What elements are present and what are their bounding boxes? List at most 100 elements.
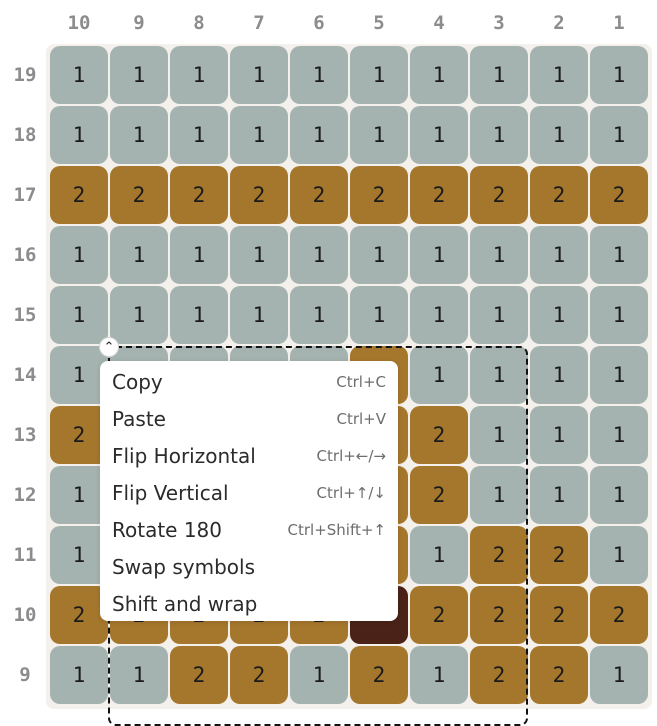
grid-cell[interactable]: 2 bbox=[170, 166, 228, 224]
grid-cell[interactable]: 2 bbox=[530, 526, 588, 584]
grid-cell[interactable]: 2 bbox=[410, 406, 468, 464]
grid-cell[interactable]: 1 bbox=[410, 646, 468, 704]
grid-cell[interactable]: 2 bbox=[530, 586, 588, 644]
grid-cell[interactable]: 1 bbox=[110, 106, 168, 164]
grid-cell[interactable]: 2 bbox=[410, 466, 468, 524]
row-label: 11 bbox=[13, 544, 37, 566]
grid-cell[interactable]: 1 bbox=[110, 646, 168, 704]
grid-cell[interactable]: 2 bbox=[230, 646, 288, 704]
grid-cell[interactable]: 1 bbox=[590, 646, 648, 704]
menu-item-copy[interactable]: Copy Ctrl+C bbox=[100, 363, 398, 400]
grid-cell[interactable]: 1 bbox=[470, 406, 528, 464]
grid-cell[interactable]: 1 bbox=[110, 226, 168, 284]
grid-cell[interactable]: 1 bbox=[290, 226, 348, 284]
menu-item-swap-symbols[interactable]: Swap symbols bbox=[100, 548, 398, 585]
grid-cell[interactable]: 1 bbox=[470, 466, 528, 524]
grid-cell[interactable]: 1 bbox=[230, 226, 288, 284]
menu-item-label: Shift and wrap bbox=[112, 591, 258, 616]
menu-item-flip-vertical[interactable]: Flip Vertical Ctrl+↑/↓ bbox=[100, 474, 398, 511]
grid-cell[interactable]: 1 bbox=[530, 346, 588, 404]
grid-cell[interactable]: 1 bbox=[170, 106, 228, 164]
grid-cell[interactable]: 1 bbox=[410, 346, 468, 404]
grid-cell[interactable]: 1 bbox=[530, 286, 588, 344]
grid-cell[interactable]: 1 bbox=[590, 346, 648, 404]
grid-cell[interactable]: 1 bbox=[470, 346, 528, 404]
menu-item-rotate-180[interactable]: Rotate 180 Ctrl+Shift+↑ bbox=[100, 511, 398, 548]
grid-cell[interactable]: 1 bbox=[530, 226, 588, 284]
row-label: 15 bbox=[13, 304, 37, 326]
grid-cell[interactable]: 1 bbox=[50, 106, 108, 164]
menu-item-shortcut: Ctrl+←/→ bbox=[316, 446, 386, 465]
grid-cell[interactable]: 1 bbox=[590, 466, 648, 524]
grid-cell[interactable]: 2 bbox=[470, 586, 528, 644]
grid-cell[interactable]: 1 bbox=[110, 46, 168, 104]
column-label: 1 bbox=[613, 12, 625, 34]
grid-cell[interactable]: 1 bbox=[590, 46, 648, 104]
grid-cell[interactable]: 1 bbox=[110, 286, 168, 344]
grid-cell[interactable]: 2 bbox=[470, 166, 528, 224]
grid-cell[interactable]: 1 bbox=[410, 106, 468, 164]
grid-cell[interactable]: 1 bbox=[530, 466, 588, 524]
grid-cell[interactable]: 2 bbox=[50, 406, 108, 464]
grid-cell[interactable]: 1 bbox=[50, 226, 108, 284]
grid-cell[interactable]: 2 bbox=[530, 646, 588, 704]
grid-cell[interactable]: 1 bbox=[590, 406, 648, 464]
grid-cell[interactable]: 1 bbox=[170, 286, 228, 344]
grid-cell[interactable]: 1 bbox=[170, 46, 228, 104]
grid-cell[interactable]: 1 bbox=[290, 646, 348, 704]
grid-cell[interactable]: 1 bbox=[350, 106, 408, 164]
grid-cell[interactable]: 1 bbox=[230, 286, 288, 344]
grid-cell[interactable]: 1 bbox=[50, 46, 108, 104]
grid-cell[interactable]: 2 bbox=[410, 586, 468, 644]
grid-cell[interactable]: 1 bbox=[530, 406, 588, 464]
grid-cell[interactable]: 1 bbox=[590, 226, 648, 284]
grid-cell[interactable]: 1 bbox=[590, 286, 648, 344]
grid-cell[interactable]: 2 bbox=[590, 166, 648, 224]
grid-cell[interactable]: 1 bbox=[50, 466, 108, 524]
grid-cell[interactable]: 2 bbox=[530, 166, 588, 224]
grid-cell[interactable]: 2 bbox=[230, 166, 288, 224]
grid-cell[interactable]: 1 bbox=[590, 106, 648, 164]
grid-cell[interactable]: 1 bbox=[290, 286, 348, 344]
grid-cell[interactable]: 1 bbox=[350, 286, 408, 344]
grid-cell[interactable]: 1 bbox=[590, 526, 648, 584]
grid-cell[interactable]: 2 bbox=[410, 166, 468, 224]
grid-cell[interactable]: 1 bbox=[410, 226, 468, 284]
grid-cell[interactable]: 1 bbox=[230, 106, 288, 164]
grid-cell[interactable]: 2 bbox=[50, 166, 108, 224]
grid-cell[interactable]: 1 bbox=[50, 646, 108, 704]
grid-cell[interactable]: 1 bbox=[230, 46, 288, 104]
menu-item-flip-horizontal[interactable]: Flip Horizontal Ctrl+←/→ bbox=[100, 437, 398, 474]
grid-cell[interactable]: 2 bbox=[110, 166, 168, 224]
grid-cell[interactable]: 1 bbox=[410, 46, 468, 104]
grid-cell[interactable]: 1 bbox=[470, 106, 528, 164]
grid-cell[interactable]: 1 bbox=[530, 46, 588, 104]
grid-cell[interactable]: 1 bbox=[470, 286, 528, 344]
grid-cell[interactable]: 1 bbox=[410, 286, 468, 344]
grid-cell[interactable]: 2 bbox=[350, 166, 408, 224]
grid-cell[interactable]: 2 bbox=[350, 646, 408, 704]
grid-cell[interactable]: 1 bbox=[50, 346, 108, 404]
grid-cell[interactable]: 1 bbox=[350, 226, 408, 284]
grid-cell[interactable]: 2 bbox=[290, 166, 348, 224]
grid-cell[interactable]: 2 bbox=[50, 586, 108, 644]
grid-cell[interactable]: 1 bbox=[410, 526, 468, 584]
grid-cell[interactable]: 1 bbox=[50, 526, 108, 584]
selection-handle[interactable]: ⌃ bbox=[99, 337, 119, 357]
grid-cell[interactable]: 1 bbox=[470, 226, 528, 284]
grid-cell[interactable]: 1 bbox=[470, 46, 528, 104]
grid-cell[interactable]: 1 bbox=[170, 226, 228, 284]
menu-item-paste[interactable]: Paste Ctrl+V bbox=[100, 400, 398, 437]
grid-cell[interactable]: 1 bbox=[530, 106, 588, 164]
column-label: 4 bbox=[433, 12, 445, 34]
grid-cell[interactable]: 2 bbox=[470, 526, 528, 584]
grid-cell[interactable]: 2 bbox=[170, 646, 228, 704]
grid-cell[interactable]: 1 bbox=[290, 106, 348, 164]
grid-cell[interactable]: 1 bbox=[290, 46, 348, 104]
grid-cell[interactable]: 1 bbox=[50, 286, 108, 344]
row-label: 19 bbox=[13, 64, 37, 86]
menu-item-shift-and-wrap[interactable]: Shift and wrap bbox=[100, 585, 398, 622]
grid-cell[interactable]: 2 bbox=[590, 586, 648, 644]
grid-cell[interactable]: 2 bbox=[470, 646, 528, 704]
grid-cell[interactable]: 1 bbox=[350, 46, 408, 104]
